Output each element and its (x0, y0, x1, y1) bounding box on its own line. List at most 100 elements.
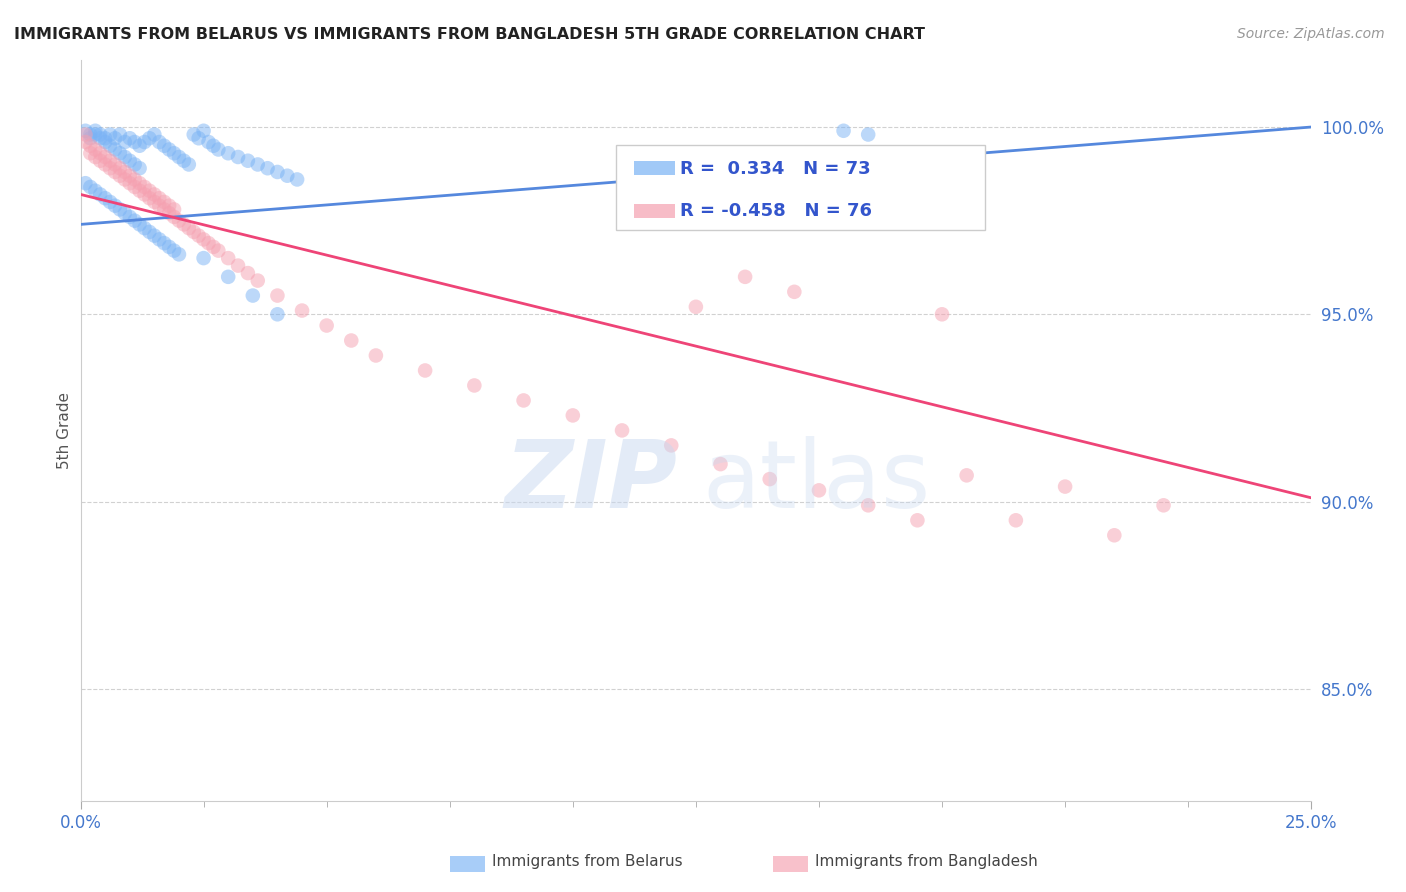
Point (75, 124, 97, 138)
Point (163, 146, 186, 161)
Point (276, 169, 298, 183)
Point (94, 135, 117, 149)
Point (197, 135, 219, 149)
Text: IMMIGRANTS FROM BELARUS VS IMMIGRANTS FROM BANGLADESH 5TH GRADE CORRELATION CHAR: IMMIGRANTS FROM BELARUS VS IMMIGRANTS FR… (14, 27, 925, 42)
Point (187, 131, 209, 145)
Point (177, 157, 200, 171)
Point (128, 218, 150, 232)
Point (143, 194, 166, 209)
Point (659, 438, 682, 452)
Point (1153, 498, 1175, 512)
Text: ZIP: ZIP (505, 436, 678, 528)
Point (1104, 528, 1126, 542)
Point (783, 285, 806, 299)
Point (256, 161, 278, 176)
Point (931, 307, 953, 321)
Point (236, 153, 259, 168)
Point (856, 498, 879, 512)
Point (89, 131, 111, 145)
Point (285, 172, 308, 186)
Point (118, 176, 141, 190)
Point (128, 138, 150, 153)
Point (128, 184, 150, 198)
Point (98, 153, 121, 168)
Point (173, 153, 195, 168)
Point (956, 468, 979, 483)
Point (104, 199, 127, 213)
Point (108, 128, 131, 142)
Point (108, 161, 131, 176)
Point (163, 202, 186, 217)
Point (163, 244, 186, 258)
Point (128, 161, 150, 176)
Point (104, 157, 127, 171)
Point (685, 300, 707, 314)
Point (114, 206, 136, 220)
Point (79, 180, 101, 194)
Point (94, 191, 117, 205)
Y-axis label: 5th Grade: 5th Grade (58, 392, 72, 469)
Point (124, 135, 146, 149)
Point (226, 259, 249, 273)
Point (148, 135, 170, 149)
Point (79, 131, 101, 145)
Point (114, 172, 136, 186)
Text: Immigrants from Bangladesh: Immigrants from Bangladesh (815, 854, 1038, 869)
Point (163, 210, 186, 224)
Point (138, 184, 160, 198)
Point (84, 143, 107, 157)
Point (167, 213, 190, 227)
Point (709, 457, 731, 471)
Point (134, 221, 156, 235)
Text: R = -0.458   N = 76: R = -0.458 N = 76 (681, 202, 872, 220)
Point (167, 247, 190, 261)
Point (207, 244, 229, 258)
Point (246, 274, 269, 288)
Point (134, 180, 156, 194)
Point (197, 236, 219, 251)
Point (84, 128, 107, 142)
Point (177, 221, 200, 235)
Point (124, 172, 146, 186)
FancyBboxPatch shape (634, 204, 675, 218)
Point (734, 269, 756, 284)
Point (217, 251, 239, 265)
Point (94, 150, 117, 164)
Point (512, 393, 534, 408)
Point (118, 169, 141, 183)
Point (153, 194, 176, 209)
Point (114, 165, 136, 179)
Point (79, 128, 101, 142)
Point (266, 165, 288, 179)
Point (108, 146, 131, 161)
Point (856, 128, 879, 142)
Point (157, 143, 180, 157)
Point (217, 146, 239, 161)
Point (807, 483, 830, 498)
Point (153, 202, 176, 217)
Point (193, 124, 215, 138)
Point (104, 131, 127, 145)
Point (94, 131, 117, 145)
Point (758, 472, 780, 486)
Point (134, 135, 156, 149)
Point (143, 228, 166, 243)
Point (463, 378, 485, 392)
Point (266, 288, 288, 302)
Text: R =  0.334   N = 73: R = 0.334 N = 73 (681, 160, 870, 178)
Point (138, 131, 160, 145)
Point (157, 206, 180, 220)
Point (75, 128, 97, 142)
Point (207, 143, 229, 157)
Point (124, 213, 146, 227)
Point (118, 131, 141, 145)
Text: Immigrants from Belarus: Immigrants from Belarus (492, 854, 683, 869)
Point (291, 303, 314, 318)
Point (153, 236, 176, 251)
Point (143, 187, 166, 202)
Point (114, 135, 136, 149)
Point (89, 187, 111, 202)
Text: Source: ZipAtlas.com: Source: ZipAtlas.com (1237, 27, 1385, 41)
Point (89, 153, 111, 168)
Point (89, 128, 111, 142)
